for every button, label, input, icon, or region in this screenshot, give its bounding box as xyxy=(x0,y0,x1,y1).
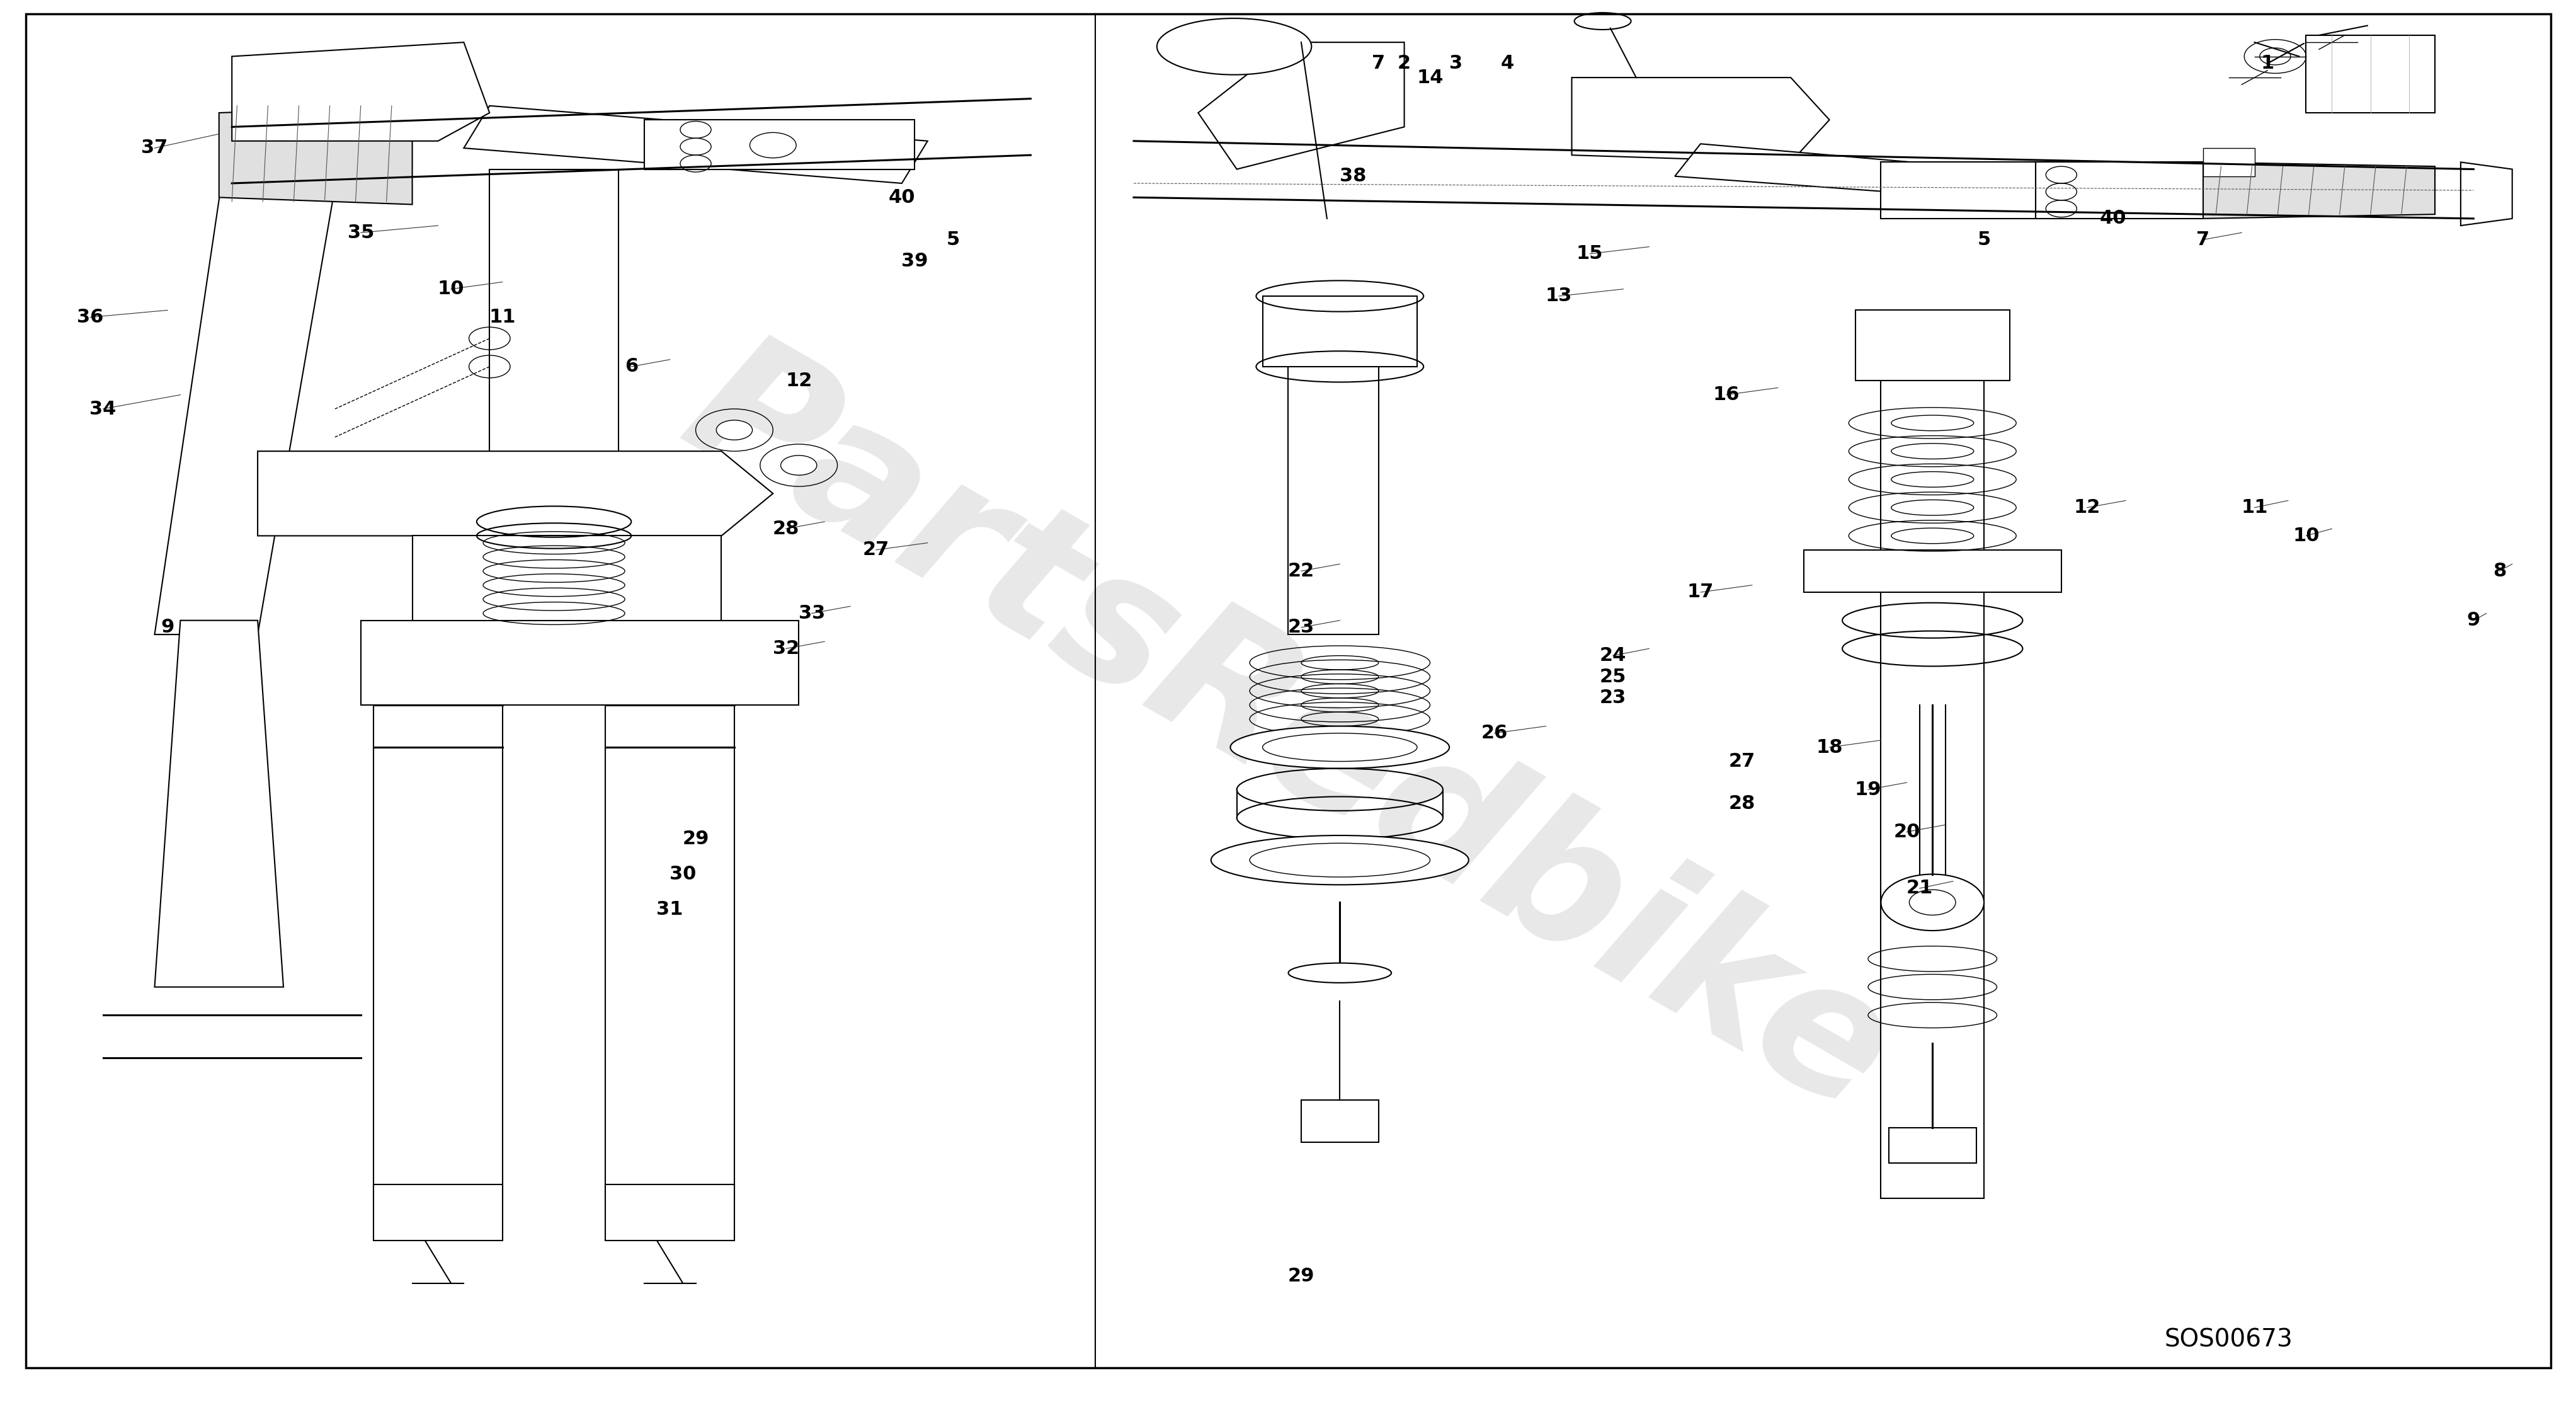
Polygon shape xyxy=(361,620,799,705)
Polygon shape xyxy=(2460,162,2512,226)
Text: 9: 9 xyxy=(2465,612,2481,629)
Polygon shape xyxy=(219,106,412,204)
Text: 9: 9 xyxy=(160,619,175,636)
Text: 34: 34 xyxy=(90,400,116,417)
Text: 26: 26 xyxy=(1481,725,1507,742)
Polygon shape xyxy=(155,113,348,634)
Text: 7: 7 xyxy=(2195,231,2210,248)
Text: 19: 19 xyxy=(1855,781,1880,798)
Text: 36: 36 xyxy=(77,309,103,326)
Circle shape xyxy=(781,455,817,475)
Polygon shape xyxy=(1262,296,1417,367)
Text: 2: 2 xyxy=(1396,55,1412,72)
Polygon shape xyxy=(1571,78,1829,162)
Text: 11: 11 xyxy=(2241,499,2267,516)
Text: 25: 25 xyxy=(1600,668,1625,685)
Text: PartsRedbike: PartsRedbike xyxy=(657,316,1919,1151)
Text: 23: 23 xyxy=(1600,689,1625,706)
Text: 31: 31 xyxy=(657,901,683,918)
Text: 12: 12 xyxy=(2074,499,2099,516)
Polygon shape xyxy=(1880,162,2035,219)
Text: 20: 20 xyxy=(1893,823,1919,840)
Text: 33: 33 xyxy=(799,605,824,622)
Ellipse shape xyxy=(1574,13,1631,30)
Text: 16: 16 xyxy=(1713,386,1739,403)
Text: 7: 7 xyxy=(1370,55,1386,72)
Text: SOS00673: SOS00673 xyxy=(2164,1328,2293,1351)
Polygon shape xyxy=(605,691,734,1198)
Polygon shape xyxy=(2202,148,2254,176)
Polygon shape xyxy=(1301,1100,1378,1142)
Text: 4: 4 xyxy=(1499,55,1515,72)
Ellipse shape xyxy=(1157,18,1311,75)
Text: 39: 39 xyxy=(902,252,927,269)
Polygon shape xyxy=(412,536,721,635)
Ellipse shape xyxy=(1909,890,1955,915)
Polygon shape xyxy=(1880,352,1984,1198)
Text: 27: 27 xyxy=(1728,753,1754,770)
Polygon shape xyxy=(2202,162,2434,219)
Polygon shape xyxy=(2306,35,2434,113)
Text: 22: 22 xyxy=(1288,563,1314,580)
Ellipse shape xyxy=(1211,835,1468,885)
Text: 29: 29 xyxy=(1288,1268,1314,1285)
Polygon shape xyxy=(1888,1128,1976,1163)
Polygon shape xyxy=(374,1184,502,1241)
Text: 17: 17 xyxy=(1687,584,1713,601)
Text: 8: 8 xyxy=(2491,563,2506,580)
Text: 28: 28 xyxy=(1728,795,1754,812)
Text: 1: 1 xyxy=(2259,55,2275,72)
Text: 27: 27 xyxy=(863,541,889,558)
Text: 5: 5 xyxy=(1976,231,1991,248)
Text: 6: 6 xyxy=(623,358,639,375)
Text: 29: 29 xyxy=(683,830,708,847)
Polygon shape xyxy=(374,691,502,1198)
Text: 10: 10 xyxy=(2293,527,2318,544)
Ellipse shape xyxy=(1229,726,1450,768)
Polygon shape xyxy=(605,1184,734,1241)
Text: 23: 23 xyxy=(1288,619,1314,636)
Text: 13: 13 xyxy=(1546,288,1571,305)
Text: 38: 38 xyxy=(1340,168,1365,185)
Text: 3: 3 xyxy=(1448,55,1463,72)
Text: 28: 28 xyxy=(773,520,799,537)
Text: 5: 5 xyxy=(945,231,961,248)
Text: 18: 18 xyxy=(1816,739,1842,756)
Polygon shape xyxy=(644,120,914,169)
Text: 40: 40 xyxy=(2099,210,2125,227)
Text: 40: 40 xyxy=(889,189,914,206)
Text: 30: 30 xyxy=(670,866,696,883)
Polygon shape xyxy=(489,169,618,522)
Text: 15: 15 xyxy=(1577,245,1602,262)
Polygon shape xyxy=(1803,550,2061,592)
Ellipse shape xyxy=(1288,963,1391,983)
Ellipse shape xyxy=(1880,874,1984,931)
Circle shape xyxy=(716,420,752,440)
Polygon shape xyxy=(464,106,927,183)
Polygon shape xyxy=(1198,42,1404,169)
Text: 12: 12 xyxy=(786,372,811,389)
Text: 37: 37 xyxy=(142,140,167,157)
Polygon shape xyxy=(258,451,773,536)
Text: 21: 21 xyxy=(1906,880,1932,897)
Text: 11: 11 xyxy=(489,309,515,326)
Text: 35: 35 xyxy=(348,224,374,241)
Polygon shape xyxy=(1855,310,2009,381)
Polygon shape xyxy=(1674,144,2074,204)
Polygon shape xyxy=(2035,162,2202,219)
Text: 14: 14 xyxy=(1417,69,1443,86)
Polygon shape xyxy=(155,620,283,987)
Text: 24: 24 xyxy=(1600,647,1625,664)
Text: 32: 32 xyxy=(773,640,799,657)
Text: 10: 10 xyxy=(438,281,464,298)
Polygon shape xyxy=(232,42,489,141)
Polygon shape xyxy=(1288,352,1378,634)
